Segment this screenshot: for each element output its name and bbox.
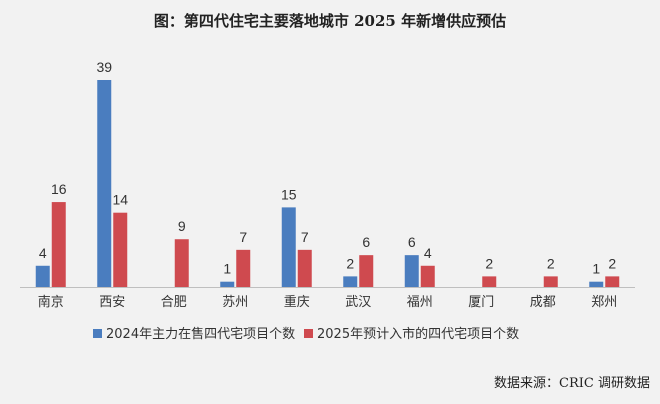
x-tick-label: 重庆 [284,294,310,310]
data-label-2024: 1 [223,261,231,277]
x-tick-label: 西安 [99,295,125,310]
data-label-2024: 4 [39,245,47,261]
bar-2025 [297,249,312,287]
bar-2025 [359,255,374,287]
data-label-2024: 1 [592,261,600,277]
data-label-2025: 2 [485,255,493,271]
bar-2024 [589,281,604,287]
data-label-2024: 39 [96,59,112,75]
x-tick-label: 合肥 [161,295,187,310]
bar-2024 [281,207,296,287]
data-label-2025: 2 [608,255,616,271]
x-tick-label: 厦门 [468,295,494,310]
bar-2025 [174,239,189,287]
data-label-2025: 14 [112,192,128,208]
x-tick-label: 郑州 [591,295,617,310]
bar-2024 [220,281,235,287]
data-label-2025: 2 [547,255,555,271]
chart-title: 图：第四代住宅主要落地城市 2025 年新增供应预估 [153,12,507,30]
bar-2024 [404,255,419,287]
data-label-2025: 4 [424,245,432,261]
data-label-2025: 6 [362,234,370,250]
x-tick-label: 成都 [530,295,556,310]
bar-2025 [482,276,497,287]
data-label-2025: 9 [178,218,186,234]
bar-2025 [420,265,435,287]
x-tick-label: 南京 [38,294,64,310]
bar-2025 [543,276,558,287]
bar-2024 [35,265,50,287]
bar-2024 [97,80,112,287]
x-tick-label: 苏州 [222,294,248,310]
legend-label-2025: 2025年预计入市的四代宅项目个数 [317,326,519,342]
bar-2025 [113,212,128,287]
legend-label-2024: 2024年主力在售四代宅项目个数 [106,326,295,342]
data-label-2025: 16 [51,181,67,197]
x-tick-label: 武汉 [345,295,371,310]
bar-2025 [605,276,620,287]
data-label-2024: 2 [346,255,354,271]
bar-2024 [343,276,358,287]
x-tick-label: 福州 [407,295,433,310]
data-label-2025: 7 [239,229,247,245]
bar-2025 [236,249,251,287]
data-label-2024: 15 [281,186,297,202]
source-note: 数据来源：CRIC 调研数据 [494,376,650,391]
data-label-2024: 6 [408,234,416,250]
bar-2025 [51,202,66,287]
data-label-2025: 7 [301,229,309,245]
legend-swatch-2024 [93,329,102,338]
legend-swatch-2025 [304,329,313,338]
